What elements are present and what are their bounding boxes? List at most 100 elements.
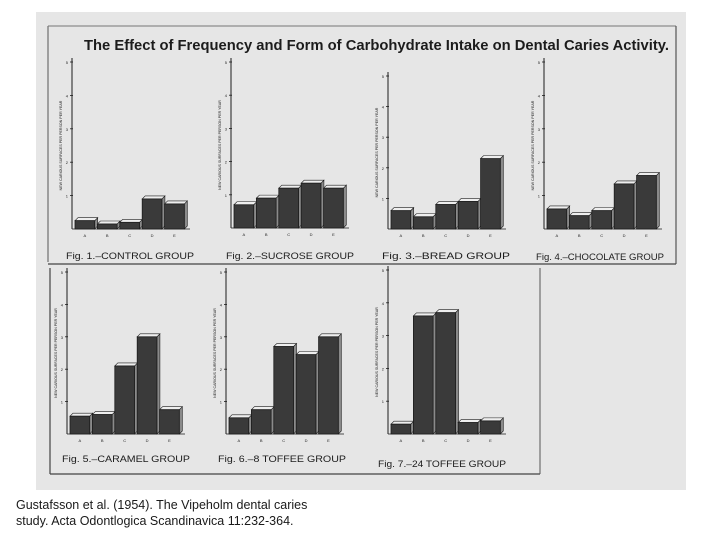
x-tick-label: B [578, 233, 581, 238]
x-tick-label: E [645, 233, 648, 238]
bar-top [435, 309, 460, 313]
bar-top [295, 351, 320, 355]
bar [613, 183, 635, 230]
figure-label: Fig. 4.–CHOCOLATE GROUP [536, 252, 664, 262]
bar [390, 423, 412, 435]
y-tick-label: 4 [66, 93, 69, 98]
x-tick-label: E [327, 438, 330, 443]
x-tick-label: D [146, 438, 149, 443]
y-tick-label: 4 [538, 93, 541, 98]
figure-label: Fig. 3.–BREAD GROUP [382, 251, 510, 261]
chart-panel-2: 1 2 3 4 5 NEW CARIOUS SURFACES PER PERSON PER… [218, 58, 354, 261]
bar [97, 223, 118, 230]
x-tick-label: D [467, 233, 470, 238]
x-tick-label: C [600, 233, 603, 238]
chart-panels: 1 2 3 4 5 NEW CARIOUS SURFACES PER PERSON PER… [54, 58, 664, 469]
y-tick-label: 5 [225, 60, 228, 65]
bar-top [74, 217, 99, 221]
x-tick-label: B [265, 232, 268, 237]
x-tick-label: A [400, 233, 403, 238]
figure-label: Fig. 5.–CARAMEL GROUP [62, 454, 190, 464]
bar [92, 414, 113, 435]
y-axis-label: NEW CARIOUS SURFACES PER PERSON PER YEAR [59, 100, 63, 190]
bar [323, 187, 344, 229]
chart-panel-7: 1 2 3 4 5 NEW CARIOUS SURFACES PER PERSON PER… [375, 266, 506, 469]
y-axis-label: NEW CARIOUS SURFACES PER PERSON PER YEAR [213, 308, 217, 398]
x-tick-label: B [106, 233, 109, 238]
bar [74, 220, 96, 230]
bar-top [390, 420, 415, 425]
bar [295, 354, 317, 435]
y-tick-label: 3 [538, 127, 541, 132]
bar-top [635, 172, 661, 176]
bar [278, 187, 299, 229]
y-tick-label: 1 [61, 400, 64, 405]
bar-top [300, 179, 325, 184]
x-tick-label: C [123, 438, 126, 443]
chart-panel-6: 1 2 3 4 5 NEW CARIOUS SURFACES PER PERSON PER… [213, 268, 346, 464]
x-tick-label: E [489, 233, 492, 238]
y-tick-label: 1 [382, 196, 385, 201]
figure-label: Fig. 1.–CONTROL GROUP [66, 251, 194, 261]
bar [164, 203, 185, 230]
bar-top [233, 201, 258, 206]
bar-top [322, 184, 348, 189]
bar [233, 204, 255, 229]
x-tick-label: E [173, 233, 176, 238]
y-tick-label: 4 [225, 93, 228, 98]
bar [119, 221, 140, 230]
x-tick-label: B [260, 438, 263, 443]
y-axis-label: NEW CARIOUS SURFACES PER PERSON PER YEAR [375, 307, 379, 397]
bar-side [338, 333, 342, 435]
y-tick-label: 2 [538, 160, 541, 165]
bar-top [435, 201, 460, 205]
y-tick-label: 2 [220, 367, 223, 372]
bar [636, 175, 657, 230]
x-tick-label: B [101, 438, 104, 443]
bar [457, 201, 479, 230]
bar-side [656, 171, 660, 230]
x-tick-label: E [332, 232, 335, 237]
chart-panel-1: 1 2 3 4 5 NEW CARIOUS SURFACES PER PERSON PER… [59, 58, 194, 261]
x-tick-label: C [128, 233, 131, 238]
x-tick-label: D [151, 233, 154, 238]
bar-top [412, 213, 437, 218]
x-tick-label: D [467, 438, 470, 443]
caption-line-1: Gustafsson et al. (1954). The Vipeholm d… [16, 498, 308, 512]
chart-panel-4: 1 2 3 4 5 NEW CARIOUS SURFACES PER PERSON PER… [531, 58, 664, 262]
bar-side [500, 154, 504, 230]
figure-label: Fig. 6.–8 TOFFEE GROUP [218, 454, 346, 464]
bar-top [412, 312, 437, 317]
x-tick-label: C [287, 232, 290, 237]
bar-top [69, 412, 94, 417]
bar [412, 315, 434, 435]
y-tick-label: 2 [61, 367, 64, 372]
bar [569, 215, 590, 230]
x-tick-label: A [556, 233, 559, 238]
bar [159, 409, 180, 435]
bar-side [343, 184, 347, 229]
y-tick-label: 4 [382, 105, 385, 110]
chart-panel-3: 1 2 3 4 5 NEW CARIOUS SURFACES PER PERSON PER… [375, 72, 510, 261]
bar-top [457, 198, 482, 202]
bar-top [136, 333, 161, 338]
bar-top [273, 343, 298, 347]
bar [300, 182, 322, 229]
bar-side [455, 308, 459, 435]
scanned-figure: The Effect of Frequency and Form of Carb… [36, 12, 686, 490]
bar [435, 312, 456, 435]
y-axis-label: NEW CARIOUS SURFACES PER PERSON PER YEAR [531, 100, 535, 190]
y-tick-label: 3 [382, 135, 385, 140]
y-axis-label: NEW CARIOUS SURFACES PER PERSON PER YEAR [54, 308, 58, 398]
x-tick-label: C [444, 438, 447, 443]
y-tick-label: 3 [225, 126, 228, 131]
bar [228, 417, 250, 435]
bar [412, 216, 434, 230]
figure-title: The Effect of Frequency and Form of Carb… [84, 38, 669, 54]
bar-top [91, 411, 116, 415]
bar [250, 409, 272, 435]
bar-top [613, 180, 638, 185]
y-tick-label: 5 [61, 270, 64, 275]
bar-top [479, 155, 505, 159]
bar [591, 210, 612, 230]
